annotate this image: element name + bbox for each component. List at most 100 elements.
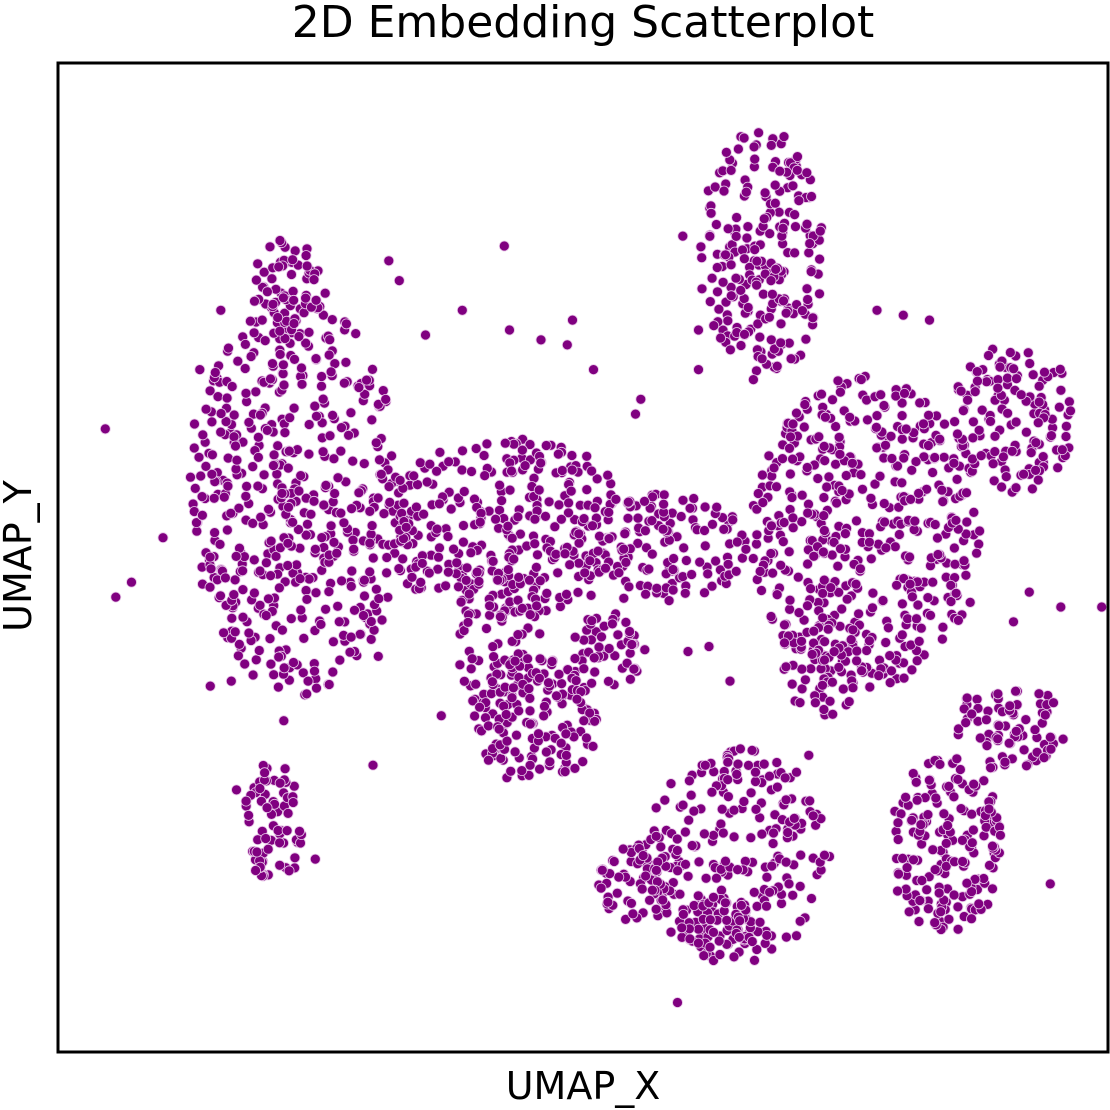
data-point [745,787,757,799]
data-point [769,179,781,191]
data-point [791,930,802,942]
data-point [937,621,949,633]
data-point [913,487,924,499]
data-point [964,597,976,608]
data-point [386,450,398,462]
data-point [252,258,264,270]
data-point [157,532,169,544]
data-point [232,650,244,662]
data-point [327,636,339,648]
data-point [722,774,734,785]
data-point [1039,366,1050,378]
data-point [469,710,481,722]
data-point [949,542,960,554]
data-point [643,563,655,575]
data-point [818,440,830,452]
data-point [1010,685,1021,697]
data-point [222,480,234,492]
data-point [563,497,574,509]
data-point [274,325,286,337]
data-point [794,697,806,708]
data-point [434,446,446,458]
data-point [513,572,525,583]
data-point [987,883,998,895]
data-point [465,547,477,559]
data-point [1020,714,1032,725]
data-point [851,515,862,527]
data-point [918,418,929,430]
data-point [865,553,877,565]
data-point [784,442,795,454]
data-point [833,587,845,598]
data-point [802,600,813,612]
data-point [728,831,740,843]
data-point [1064,396,1075,408]
data-point [219,572,231,584]
data-point [908,854,919,866]
data-point [420,329,431,341]
data-point [297,667,309,679]
data-point [569,763,581,774]
data-point [457,536,469,548]
data-point [985,762,996,774]
data-point [730,272,742,284]
data-point [325,366,337,378]
data-point [841,593,853,605]
data-point [487,556,499,567]
data-point [366,520,378,531]
data-point [940,838,952,849]
data-point [294,573,306,584]
data-point [197,429,209,441]
data-point [231,454,243,466]
data-point [218,491,230,503]
data-point [276,624,288,636]
data-point [972,375,983,387]
data-point [828,646,840,657]
data-point [365,616,377,627]
data-point [343,429,355,441]
data-point [793,195,805,207]
data-point [831,497,842,509]
data-point [230,440,241,452]
data-point [204,581,216,593]
data-point [738,796,750,807]
data-point [904,578,916,590]
data-point [611,887,623,899]
data-point [215,426,227,438]
data-point [288,318,300,329]
data-point [531,562,542,573]
data-point [359,590,370,602]
data-point [992,382,1004,394]
data-point [713,303,725,315]
data-point [951,473,963,485]
data-point [731,212,742,223]
data-point [327,409,339,421]
data-point [367,552,379,564]
data-point [632,538,644,549]
data-point [898,452,910,464]
data-point [287,254,299,266]
data-point [474,516,486,528]
data-point [761,871,773,883]
data-point [754,331,766,343]
data-point [699,540,711,552]
data-point [325,520,337,532]
data-point [406,571,418,583]
data-point [840,470,852,481]
data-point [571,693,583,705]
data-point [572,587,584,598]
data-point [553,499,565,511]
data-point [667,564,679,575]
data-point [344,646,356,658]
data-point [610,493,622,505]
data-point [746,936,758,947]
data-point [655,841,667,853]
data-point [534,763,545,775]
data-point [478,450,490,461]
data-point [209,367,221,378]
data-point [971,547,982,559]
data-point [258,469,270,481]
data-point [586,465,597,477]
data-point [287,516,299,528]
data-point [303,448,315,460]
